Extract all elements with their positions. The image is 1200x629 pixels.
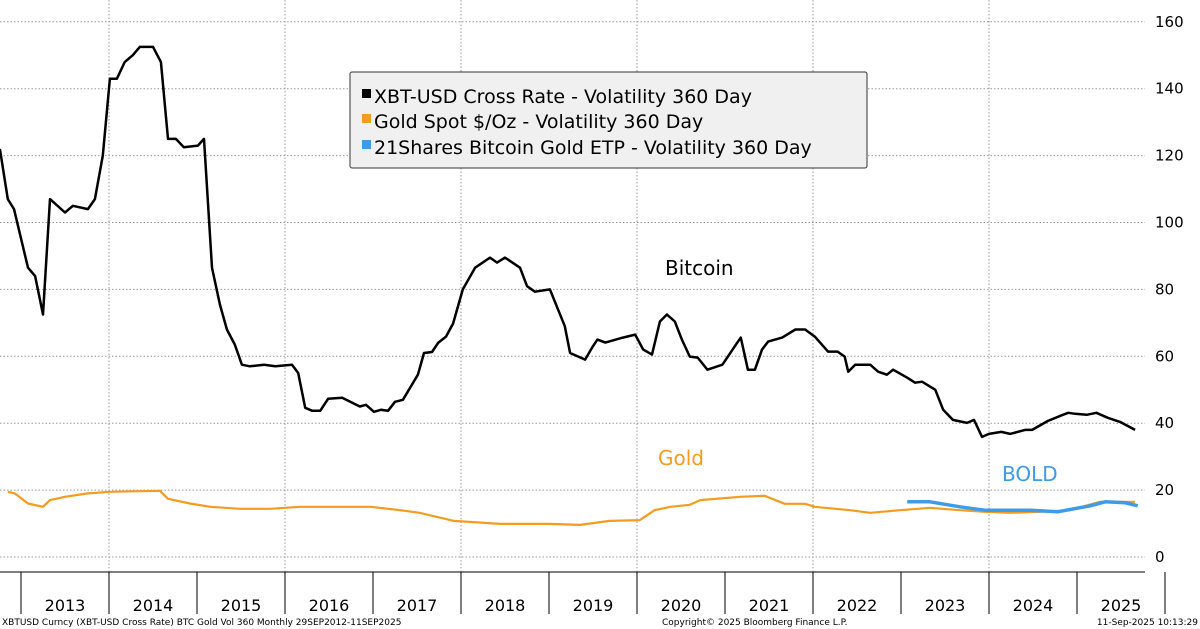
y-tick-label: 80 (1155, 280, 1174, 298)
footer-source: XBTUSD Curncy (XBT-USD Cross Rate) BTC G… (2, 618, 401, 628)
footer-copyright: Copyright© 2025 Bloomberg Finance L.P. (662, 618, 847, 628)
x-tick-label: 2018 (485, 596, 526, 615)
y-axis: 0 20 40 60 80 100 120 140 160 (1155, 13, 1184, 566)
x-axis: 2013 2014 2015 2016 2017 2018 2019 2020 2021 2022… (0, 571, 1166, 615)
x-tick-label: 2022 (837, 596, 878, 615)
x-tick-label: 2025 (1101, 596, 1142, 615)
legend-label-bold: 21Shares Bitcoin Gold ETP - Volatility 3… (374, 137, 812, 159)
x-tick-label: 2021 (749, 596, 790, 615)
series-lines (0, 45, 1139, 527)
legend-box (349, 71, 868, 169)
annotation-bitcoin: Bitcoin (665, 256, 734, 280)
x-tick-label: 2020 (661, 596, 702, 615)
series-line-bitcoin (0, 45, 1136, 439)
x-tick-label: 2024 (1013, 596, 1054, 615)
series-line-gold (7, 489, 1136, 527)
legend: XBT-USD Cross Rate - Volatility 360 Day … (349, 71, 868, 169)
y-tick-label: 20 (1155, 481, 1174, 499)
legend-swatch-bitcoin (362, 89, 371, 98)
y-tick-label: 0 (1155, 548, 1165, 566)
legend-label-bitcoin: XBT-USD Cross Rate - Volatility 360 Day (374, 86, 752, 108)
x-tick-label: 2019 (573, 596, 614, 615)
annotation-bold: BOLD (1002, 462, 1058, 486)
series-line-bold (907, 500, 1139, 514)
y-tick-label: 160 (1155, 13, 1184, 31)
legend-swatch-gold (362, 114, 371, 123)
x-tick-label: 2014 (133, 596, 174, 615)
footer-timestamp: 11-Sep-2025 10:13:29 (1097, 618, 1198, 628)
annotation-gold: Gold (658, 446, 704, 470)
x-tick-label: 2016 (309, 596, 350, 615)
y-tick-label: 40 (1155, 414, 1174, 432)
x-tick-label: 2015 (221, 596, 262, 615)
x-tick-label: 2023 (925, 596, 966, 615)
legend-swatch-bold (362, 140, 371, 149)
legend-label-gold: Gold Spot $/Oz - Volatility 360 Day (374, 111, 703, 133)
y-tick-label: 100 (1155, 214, 1184, 232)
y-tick-label: 120 (1155, 147, 1184, 165)
y-tick-label: 60 (1155, 347, 1174, 365)
x-tick-label: 2013 (45, 596, 86, 615)
x-tick-label: 2017 (397, 596, 438, 615)
y-tick-label: 140 (1155, 80, 1184, 98)
